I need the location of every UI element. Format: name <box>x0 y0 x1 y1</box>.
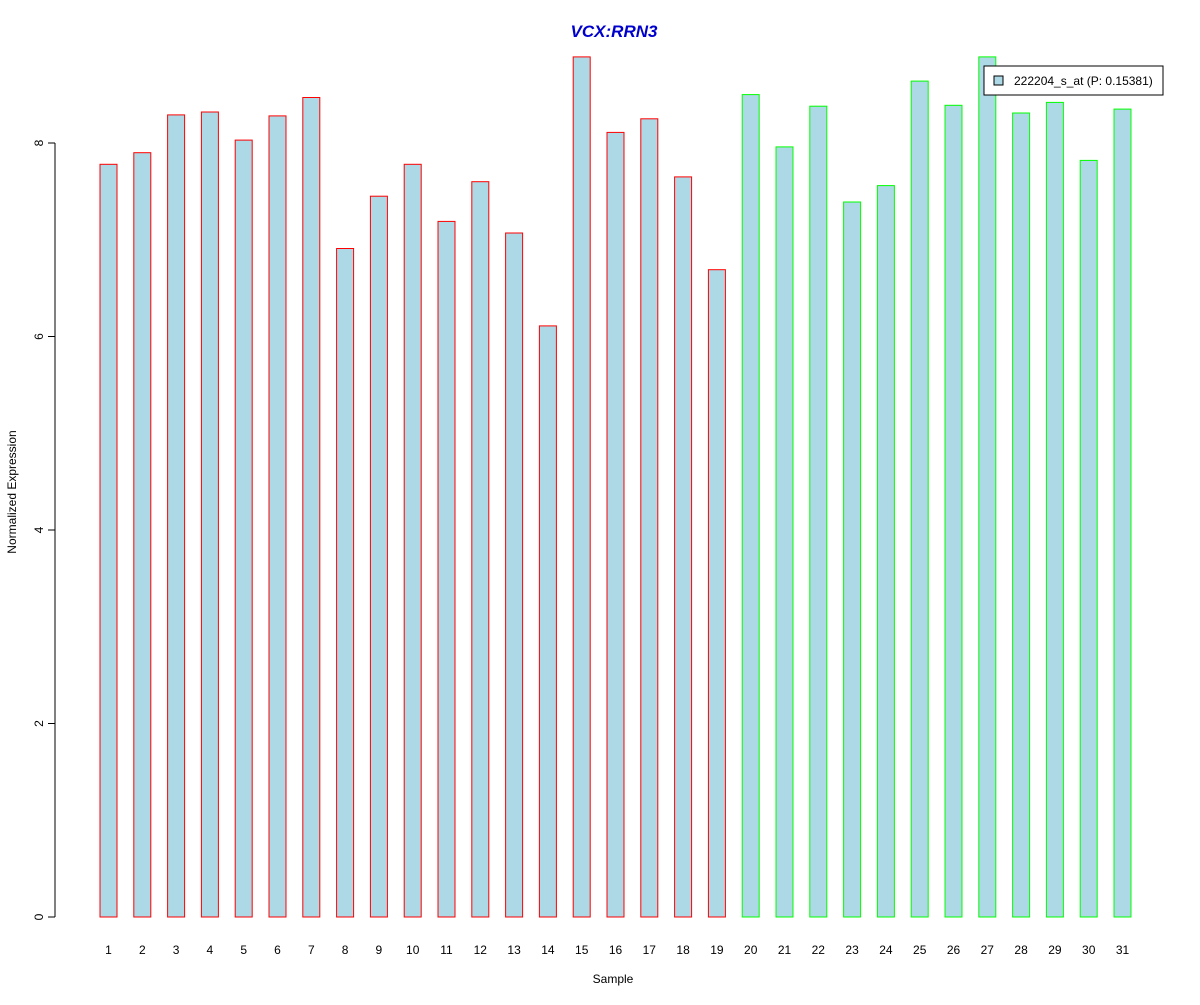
bar-sample-18 <box>674 176 693 918</box>
x-tick-label: 17 <box>643 943 657 957</box>
bar-sample-23 <box>843 201 862 918</box>
y-axis: 0 2 4 6 8 <box>32 139 56 920</box>
legend-box <box>983 65 1164 96</box>
x-tick-label: 23 <box>845 943 859 957</box>
bar-sample-12 <box>471 181 490 918</box>
bar-sample-9 <box>369 195 388 918</box>
x-tick-label: 2 <box>139 943 146 957</box>
bar-sample-28 <box>1012 112 1031 918</box>
x-tick-label: 25 <box>913 943 927 957</box>
x-tick-label: 1 <box>105 943 112 957</box>
x-tick-label: 18 <box>676 943 690 957</box>
x-tick-label: 9 <box>376 943 383 957</box>
y-tick-label: 4 <box>32 526 46 533</box>
y-tick-label: 0 <box>32 913 46 920</box>
x-axis-title: Sample <box>593 972 634 986</box>
x-tick-label: 13 <box>507 943 521 957</box>
bar-sample-14 <box>538 325 557 918</box>
bar-sample-2 <box>133 152 152 918</box>
bar-sample-7 <box>302 97 321 918</box>
bar-sample-5 <box>234 139 253 918</box>
x-tick-label: 20 <box>744 943 758 957</box>
x-tick-label: 19 <box>710 943 724 957</box>
bar-sample-13 <box>505 232 524 918</box>
y-axis-title: Normalized Expression <box>5 430 19 553</box>
bars <box>99 56 1132 918</box>
bar-sample-3 <box>167 114 186 918</box>
bar-sample-26 <box>944 104 963 918</box>
bar-sample-15 <box>572 56 591 918</box>
bar-sample-24 <box>876 185 895 918</box>
bar-sample-16 <box>606 131 625 918</box>
x-tick-label: 4 <box>207 943 214 957</box>
bar-sample-25 <box>910 80 929 918</box>
x-tick-label: 22 <box>812 943 826 957</box>
y-tick-label: 8 <box>32 139 46 146</box>
x-tick-label: 16 <box>609 943 623 957</box>
x-tick-label: 12 <box>474 943 488 957</box>
bar-sample-21 <box>775 146 794 918</box>
x-tick-label: 26 <box>947 943 961 957</box>
legend: 222204_s_at (P: 0.15381) <box>983 65 1164 96</box>
bar-sample-10 <box>403 163 422 918</box>
x-tick-label: 21 <box>778 943 792 957</box>
bar-sample-22 <box>809 105 828 918</box>
x-tick-label: 30 <box>1082 943 1096 957</box>
x-tick-label: 29 <box>1048 943 1062 957</box>
bar-sample-6 <box>268 115 287 918</box>
x-tick-label: 10 <box>406 943 420 957</box>
bar-sample-8 <box>336 248 355 918</box>
bar-sample-17 <box>640 118 659 918</box>
x-tick-label: 27 <box>981 943 995 957</box>
x-tick-label: 8 <box>342 943 349 957</box>
x-axis-labels: 1 2 3 4 5 6 7 8 9 10 11 12 13 14 15 16 17 18 19 20 21 22 23 24 2… <box>105 943 1129 957</box>
y-tick-label: 2 <box>32 720 46 727</box>
x-tick-label: 15 <box>575 943 589 957</box>
bar-sample-30 <box>1079 159 1098 918</box>
chart-title: VCX:RRN3 <box>571 22 658 41</box>
x-tick-label: 28 <box>1014 943 1028 957</box>
bar-sample-11 <box>437 220 456 918</box>
legend-label: 222204_s_at (P: 0.15381) <box>1014 74 1153 88</box>
legend-swatch <box>993 75 1004 86</box>
x-tick-label: 24 <box>879 943 893 957</box>
x-tick-label: 6 <box>274 943 281 957</box>
bar-sample-20 <box>741 94 760 918</box>
x-tick-label: 11 <box>440 943 453 957</box>
bar-sample-1 <box>99 163 118 918</box>
x-tick-label: 3 <box>173 943 180 957</box>
x-tick-label: 7 <box>308 943 315 957</box>
bar-sample-19 <box>707 269 726 918</box>
bar-sample-4 <box>200 111 219 918</box>
bar-sample-29 <box>1045 101 1064 918</box>
bar-sample-27 <box>978 56 997 918</box>
x-tick-label: 31 <box>1116 943 1130 957</box>
x-tick-label: 14 <box>541 943 555 957</box>
y-tick-label: 6 <box>32 333 46 340</box>
bar-sample-31 <box>1113 108 1132 918</box>
x-tick-label: 5 <box>240 943 247 957</box>
